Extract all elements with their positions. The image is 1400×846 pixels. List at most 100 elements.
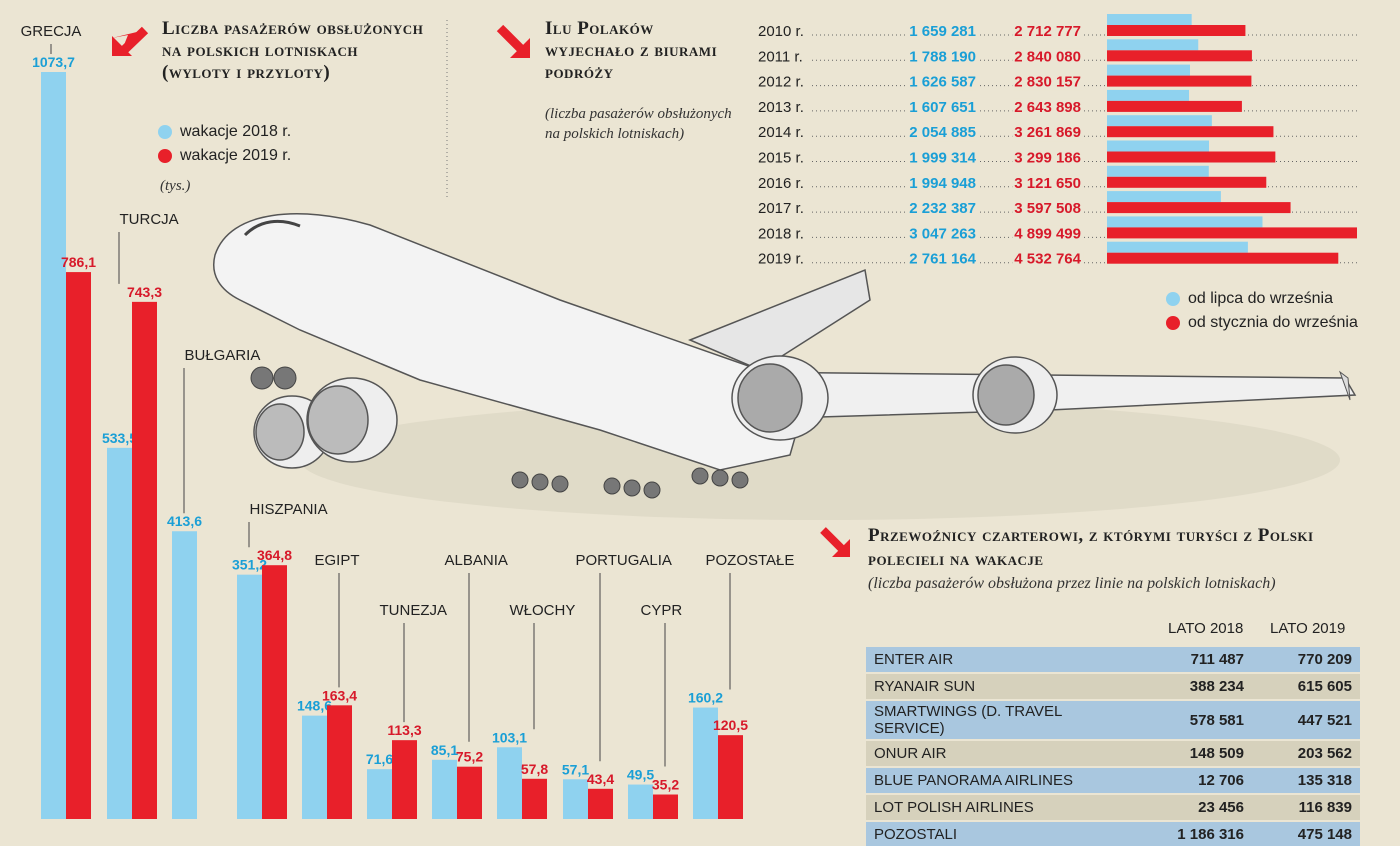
legend-label: wakacje 2019 r. — [180, 147, 292, 164]
bar-jan-sep — [1107, 202, 1291, 214]
value-label-jan-sep: 4 899 499 — [1014, 225, 1081, 242]
label-backdrop — [1012, 250, 1084, 268]
panel2-subtitle: (liczba pasażerów obsłużonych na polskic… — [545, 106, 732, 142]
value-2019: 203 562 — [1252, 741, 1360, 766]
value-label-2019: 35,2 — [652, 777, 679, 793]
panel1-unit: (tys.) — [160, 178, 191, 194]
bar-2018 — [367, 769, 392, 819]
label-backdrop — [907, 48, 978, 66]
value-2018: 578 581 — [1144, 701, 1252, 739]
bar-jul-sep — [1107, 64, 1190, 76]
year-label: 2018 r. — [758, 225, 804, 242]
bar-jan-sep — [1107, 50, 1252, 62]
label-backdrop — [1012, 200, 1083, 218]
year-label: 2010 r. — [758, 23, 804, 40]
value-label-2019: 113,3 — [387, 722, 421, 738]
value-label-2018: 148,6 — [297, 698, 332, 714]
value-2019: 116 839 — [1252, 795, 1360, 820]
value-label-jul-sep: 1 626 587 — [909, 74, 976, 91]
value-label-2019: 743,3 — [127, 284, 162, 300]
column-header-2019: LATO 2019 — [1270, 620, 1346, 637]
label-backdrop — [1012, 48, 1083, 66]
table-row: SMARTWINGS (D. TRAVEL SERVICE) 578 581 447… — [866, 701, 1360, 739]
label-backdrop — [1012, 124, 1083, 142]
bar-jul-sep — [1107, 191, 1221, 203]
value-2019: 135 318 — [1252, 768, 1360, 793]
value-label-jul-sep: 3 047 263 — [909, 225, 976, 242]
arrow-icon — [820, 527, 850, 557]
legend-label: wakacje 2018 r. — [180, 123, 292, 140]
label-backdrop — [907, 149, 979, 167]
label-backdrop — [1012, 174, 1083, 192]
panel2-title: Ilu Polaków wyjechało z biurami podróży — [545, 18, 718, 83]
bar-2018 — [563, 779, 588, 819]
legend-item-2019: wakacje 2019 r. — [158, 144, 291, 168]
value-label-jul-sep: 2 232 387 — [909, 200, 976, 217]
year-label: 2019 r. — [758, 251, 804, 268]
value-2018: 388 234 — [1144, 674, 1252, 699]
legend-item-jan-sep: od stycznia do września — [1166, 311, 1358, 335]
bar-jan-sep — [1107, 126, 1274, 138]
value-label-jan-sep: 2 643 898 — [1014, 99, 1081, 116]
value-2019: 770 209 — [1252, 647, 1360, 672]
category-label: ALBANIA — [445, 552, 508, 569]
category-label: TURCJA — [120, 211, 179, 228]
year-label: 2012 r. — [758, 74, 804, 91]
label-backdrop — [907, 200, 978, 218]
value-label-jul-sep: 2 761 164 — [909, 251, 976, 268]
panel3-subtitle: (liczba pasażerów obsłużona przez linie … — [868, 575, 1276, 592]
carrier-name: ONUR AIR — [866, 741, 1144, 766]
legend-item-jul-sep: od lipca do września — [1166, 287, 1358, 311]
bar-jul-sep — [1107, 241, 1248, 253]
table-row: RYANAIR SUN 388 234 615 605 — [866, 674, 1360, 699]
value-label-2018: 160,2 — [688, 690, 723, 706]
bar-2018 — [41, 72, 66, 819]
year-label: 2016 r. — [758, 175, 804, 192]
bar-2018 — [628, 784, 653, 819]
bar-jul-sep — [1107, 14, 1192, 25]
value-label-jan-sep: 2 712 777 — [1014, 23, 1081, 40]
year-label: 2013 r. — [758, 99, 804, 116]
bar-jan-sep — [1107, 176, 1267, 188]
table-row: LOT POLISH AIRLINES 23 456 116 839 — [866, 795, 1360, 820]
bar-2019 — [653, 794, 678, 819]
bar-jul-sep — [1107, 216, 1263, 228]
bar-2019 — [262, 565, 287, 819]
value-label-jul-sep: 1 659 281 — [909, 23, 976, 40]
category-label: HISZPANIA — [250, 501, 328, 518]
label-backdrop — [907, 98, 978, 116]
value-label-2018: 85,1 — [431, 742, 458, 758]
value-2019: 447 521 — [1252, 701, 1360, 739]
bar-chart-countries: GRECJA 1073,7 786,1 TURCJA 533,5 743,3 BUŁGARI… — [21, 23, 794, 819]
bar-2018 — [107, 447, 132, 819]
value-label-jan-sep: 3 597 508 — [1014, 200, 1081, 217]
category-label: TUNEZJA — [380, 602, 448, 619]
label-backdrop — [907, 225, 978, 243]
carrier-name: BLUE PANORAMA AIRLINES — [866, 768, 1144, 793]
panel1-legend: wakacje 2018 r. wakacje 2019 r. — [158, 120, 291, 168]
bar-2019 — [588, 788, 613, 819]
table-row: ONUR AIR 148 509 203 562 — [866, 741, 1360, 766]
bar-2018 — [237, 574, 262, 819]
carrier-name: ENTER AIR — [866, 647, 1144, 672]
value-2018: 148 509 — [1144, 741, 1252, 766]
value-label-jul-sep: 2 054 885 — [909, 124, 976, 141]
legend-swatch — [1166, 292, 1180, 306]
category-label: BUŁGARIA — [185, 347, 261, 364]
year-label: 2011 r. — [758, 48, 803, 65]
carrier-name: LOT POLISH AIRLINES — [866, 795, 1144, 820]
value-2018: 12 706 — [1144, 768, 1252, 793]
bar-jan-sep — [1107, 100, 1242, 112]
value-label-jan-sep: 3 121 650 — [1014, 175, 1081, 192]
bar-jan-sep — [1107, 151, 1276, 163]
value-label-2018: 413,6 — [167, 513, 202, 529]
arrow-icon — [496, 24, 530, 58]
table-row: ENTER AIR 711 487 770 209 — [866, 647, 1360, 672]
year-label: 2015 r. — [758, 150, 804, 167]
category-label: WŁOCHY — [510, 602, 576, 619]
value-2018: 1 186 316 — [1144, 822, 1252, 846]
bar-jul-sep — [1107, 140, 1210, 152]
value-label-2019: 163,4 — [322, 687, 357, 703]
bar-2019 — [66, 272, 91, 819]
